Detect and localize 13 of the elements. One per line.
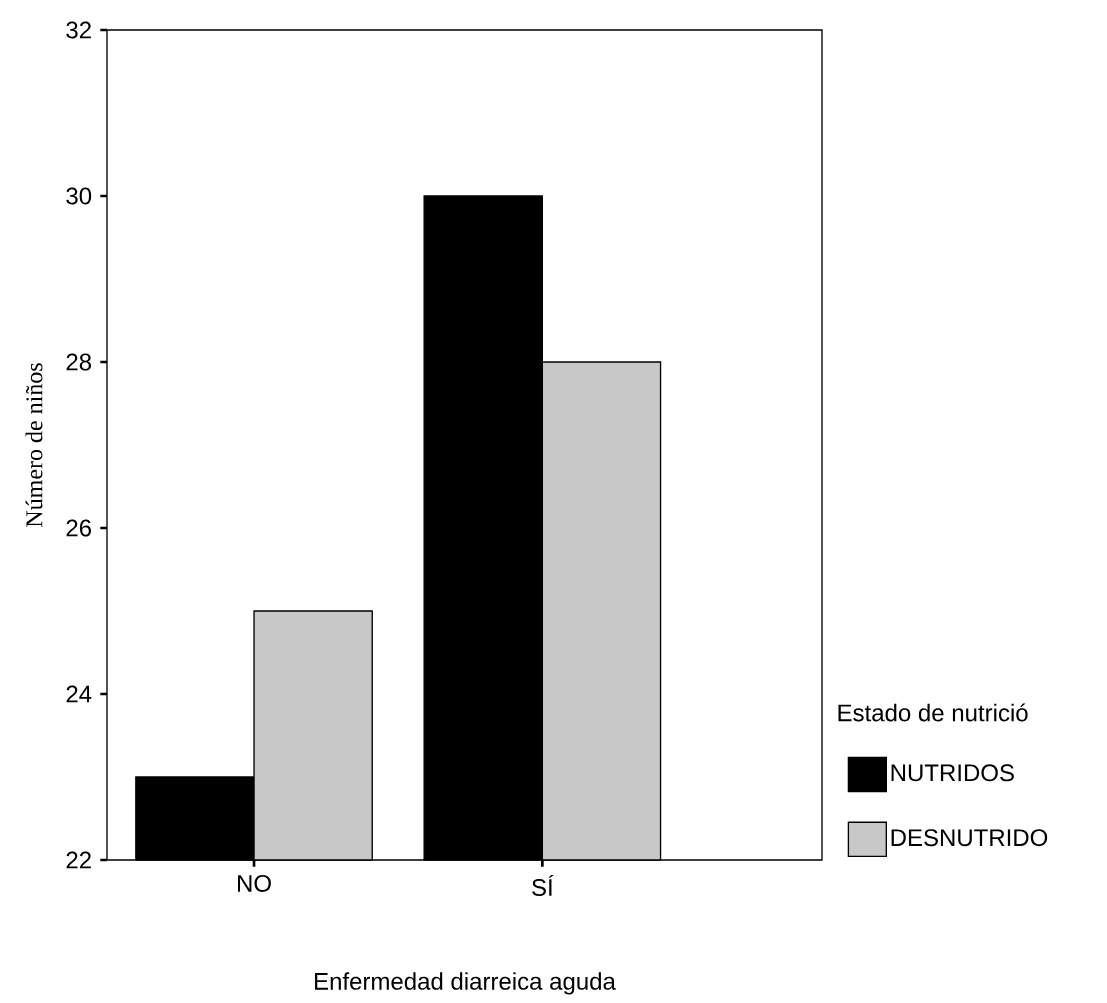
y-tick-label: 28 — [66, 353, 92, 371]
y-tick-label: 22 — [66, 851, 91, 869]
legend-label: NUTRIDOS — [891, 764, 1014, 782]
y-tick-label: 30 — [66, 187, 92, 205]
y-tick-label: 24 — [66, 685, 92, 703]
legend-title: Estado de nutrició — [838, 703, 1028, 722]
legend-label: DESNUTRIDO — [891, 829, 1048, 847]
y-tick-label: 26 — [66, 519, 92, 537]
y-axis-title: Número de niños — [25, 363, 43, 528]
x-tick-label: NO — [238, 875, 271, 893]
x-axis-title: Enfermedad diarreica aguda — [315, 972, 616, 995]
y-tick-label: 32 — [66, 21, 91, 39]
x-tick-label: SÍ — [532, 875, 554, 897]
